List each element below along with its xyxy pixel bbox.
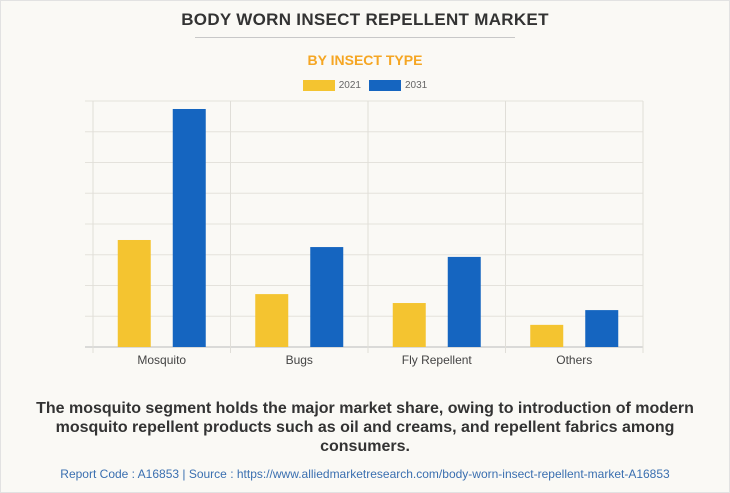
bar-bugs-2031: [310, 247, 344, 347]
x-tick-label: Fly Repellent: [402, 353, 473, 367]
bar-mosquito-2031: [172, 108, 206, 348]
legend-label-2031: 2031: [405, 80, 428, 91]
title-divider: [195, 37, 515, 38]
source-footer: Report Code : A16853 | Source : https://…: [60, 467, 670, 481]
legend: 2021 2031: [0, 80, 730, 91]
x-tick-label: Others: [556, 353, 592, 367]
bar-fly-repellent-2031: [447, 256, 481, 347]
bar-mosquito-2021: [117, 239, 151, 347]
bar-bugs-2021: [255, 294, 289, 347]
chart-subtitle: BY INSECT TYPE: [307, 52, 423, 68]
x-tick-label: Mosquito: [137, 353, 186, 367]
legend-label-2021: 2021: [338, 80, 361, 91]
legend-item-2031[interactable]: 2031: [369, 80, 427, 91]
chart-title: BODY WORN INSECT REPELLENT MARKET: [181, 10, 549, 29]
legend-swatch-2021: [302, 80, 335, 91]
chart-caption: The mosquito segment holds the major mar…: [36, 400, 694, 455]
x-tick-label: Bugs: [286, 353, 313, 367]
legend-swatch-2031: [369, 80, 401, 91]
bar-others-2021: [530, 324, 564, 347]
legend-item-2021[interactable]: 2021: [302, 80, 361, 91]
bar-others-2031: [585, 310, 619, 347]
bar-fly-repellent-2021: [392, 303, 426, 347]
